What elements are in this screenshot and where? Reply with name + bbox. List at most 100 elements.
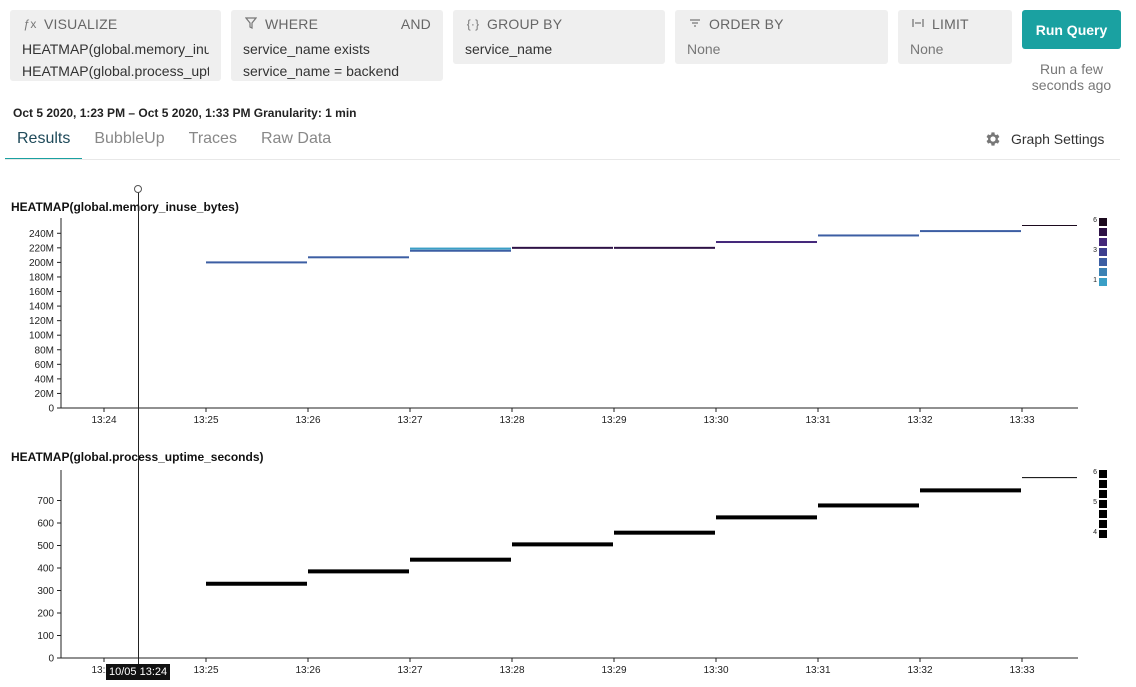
group-by-label: GROUP BY [487, 16, 563, 32]
chart-title: HEATMAP(global.process_uptime_seconds) [11, 450, 264, 464]
x-tick-label: 13:31 [805, 665, 830, 676]
visualize-clause[interactable]: ƒx VISUALIZE HEATMAP(global.memory_inuse… [10, 10, 221, 81]
legend-label: 5 [1093, 499, 1097, 506]
x-tick-label: 13:31 [805, 415, 830, 426]
legend-swatch [1099, 268, 1107, 276]
heatmap-cell[interactable] [512, 246, 613, 249]
y-tick-label: 160M [29, 287, 54, 298]
heatmap-cell[interactable] [716, 241, 817, 244]
where-clause[interactable]: WHERE AND service_name exists service_na… [231, 10, 443, 81]
limit-label: LIMIT [932, 16, 969, 32]
legend-swatch [1099, 530, 1107, 538]
heatmap-cell[interactable] [716, 515, 817, 520]
graph-settings-button[interactable]: Graph Settings [984, 130, 1104, 148]
y-tick-label: 240M [29, 229, 54, 240]
order-by-clause[interactable]: ORDER BY None [675, 10, 888, 64]
where-combinator[interactable]: AND [400, 16, 431, 32]
legend-label: 6 [1093, 217, 1097, 224]
heatmap-cell[interactable] [512, 542, 613, 547]
heatmap-cell[interactable] [410, 557, 511, 562]
x-tick-label: 13:30 [703, 665, 728, 676]
y-tick-label: 60M [35, 360, 54, 371]
time-cursor-handle[interactable] [134, 185, 142, 193]
heatmap-cell[interactable] [308, 569, 409, 574]
visualize-item[interactable]: HEATMAP(global.process_uptime_seconds) [22, 63, 209, 79]
x-tick-label: 13:32 [907, 665, 932, 676]
tab-bubbleup[interactable]: BubbleUp [94, 130, 165, 147]
y-tick-label: 0 [48, 654, 54, 665]
filter-icon [243, 16, 259, 32]
heatmap-cell[interactable] [614, 530, 715, 535]
legend-swatch [1099, 470, 1107, 478]
run-status: Run a few seconds ago [1031, 61, 1112, 93]
x-tick-label: 13:28 [499, 665, 524, 676]
y-tick-label: 400 [37, 564, 54, 575]
time-cursor-label: 10/05 13:24 [106, 664, 171, 680]
heatmap-cell[interactable] [818, 503, 919, 508]
y-tick-label: 180M [29, 272, 54, 283]
limit-header: LIMIT [910, 16, 1000, 32]
tab-results[interactable]: Results [5, 128, 83, 160]
x-tick-label: 13:33 [1009, 415, 1034, 426]
function-icon: ƒx [23, 17, 37, 31]
heatmap-cell[interactable] [920, 488, 1021, 493]
y-tick-label: 80M [35, 345, 54, 356]
time-cursor-line[interactable] [138, 188, 139, 676]
y-tick-label: 700 [37, 496, 54, 507]
tab-raw-data[interactable]: Raw Data [260, 130, 332, 147]
limit-value[interactable]: None [910, 41, 944, 57]
legend-label: 4 [1093, 529, 1097, 536]
legend-swatch [1099, 218, 1107, 226]
x-tick-label: 13:26 [295, 665, 320, 676]
y-tick-label: 20M [35, 389, 54, 400]
x-tick-label: 13:24 [91, 415, 116, 426]
heatmap-cell[interactable] [614, 246, 715, 249]
y-tick-label: 200 [37, 609, 54, 620]
x-tick-label: 13:25 [193, 665, 218, 676]
limit-icon [910, 17, 926, 32]
limit-clause[interactable]: LIMIT None [898, 10, 1012, 64]
y-tick-label: 40M [35, 374, 54, 385]
memory-heatmap-chart[interactable]: 0 20M 40M 60M 80M 100M 120M 140M 160M 180M 200M 220… [0, 210, 1136, 432]
y-tick-label: 220M [29, 243, 54, 254]
y-tick-label: 120M [29, 316, 54, 327]
heatmap-cell[interactable] [308, 256, 409, 259]
heatmap-cell[interactable] [920, 230, 1021, 233]
x-tick-label: 13:33 [1009, 665, 1034, 676]
order-by-value[interactable]: None [687, 41, 721, 57]
uptime-heatmap-chart[interactable]: 0 100 200 300 400 500 600 700 13:24 13:25 13:26 13:… [0, 462, 1136, 682]
legend-swatch [1099, 228, 1107, 236]
run-query-button[interactable]: Run Query [1022, 10, 1121, 49]
heatmap-cell[interactable] [1022, 225, 1077, 226]
x-tick-label: 13:32 [907, 415, 932, 426]
group-by-clause[interactable]: {·} GROUP BY service_name [453, 10, 665, 64]
where-item[interactable]: service_name = backend [243, 63, 400, 79]
braces-icon: {·} [466, 17, 480, 31]
tab-traces[interactable]: Traces [188, 130, 237, 147]
legend-swatch [1099, 278, 1107, 286]
gear-icon [986, 132, 1000, 146]
heatmap-cell[interactable] [206, 261, 307, 264]
time-range: Oct 5 2020, 1:23 PM – Oct 5 2020, 1:33 P… [13, 106, 357, 120]
y-tick-label: 600 [37, 519, 54, 530]
heatmap-cell[interactable] [818, 234, 919, 237]
legend-swatch [1099, 510, 1107, 518]
order-by-label: ORDER BY [709, 16, 784, 32]
heatmap-cell[interactable] [410, 249, 511, 252]
y-tick-label: 200M [29, 258, 54, 269]
x-tick-label: 13:29 [601, 415, 626, 426]
x-tick-label: 13:25 [193, 415, 218, 426]
chart-title: HEATMAP(global.memory_inuse_bytes) [11, 200, 239, 214]
heatmap-cell[interactable] [206, 581, 307, 586]
where-item[interactable]: service_name exists [243, 41, 370, 57]
legend-swatch [1099, 258, 1107, 266]
visualize-item[interactable]: HEATMAP(global.memory_inuse_bytes) [22, 41, 209, 57]
y-tick-label: 300 [37, 586, 54, 597]
group-by-header: {·} GROUP BY [465, 16, 653, 32]
legend-swatch [1099, 490, 1107, 498]
legend-label: 6 [1093, 469, 1097, 476]
heatmap-cell[interactable] [410, 247, 511, 250]
sort-icon [687, 17, 703, 32]
group-by-item[interactable]: service_name [465, 41, 553, 57]
heatmap-cell[interactable] [1022, 477, 1077, 479]
